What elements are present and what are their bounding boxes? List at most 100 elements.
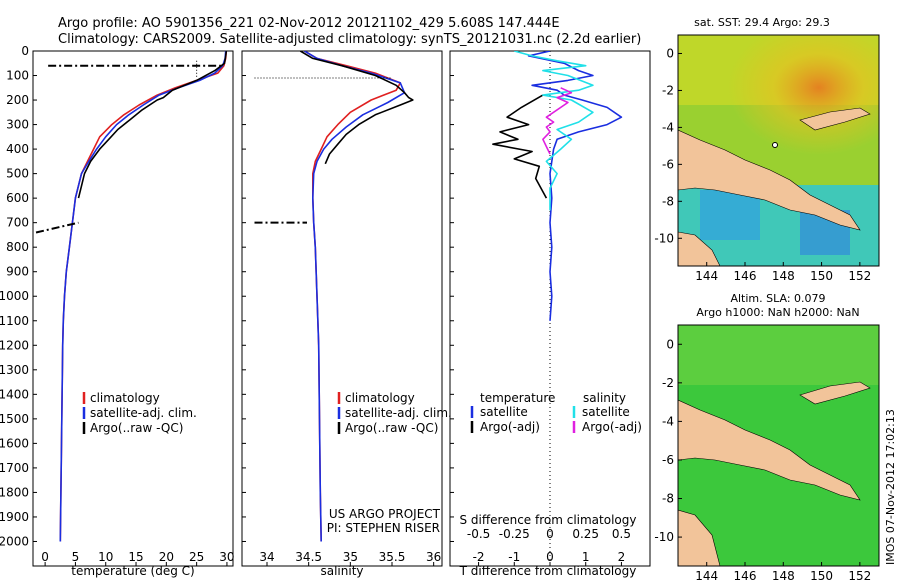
- land-new-guinea: [678, 399, 861, 501]
- sst-map-frame: [677, 34, 880, 267]
- series-line-climatology: [59, 51, 228, 542]
- salinity-profile-lines: [254, 51, 414, 542]
- sla-map: [678, 325, 879, 566]
- legend-label-satellite: satellite-adj. clim.: [345, 406, 452, 420]
- lon-tick-label: 144: [695, 569, 718, 580]
- series-line-argo-raw-qc-: [299, 51, 414, 165]
- legend-label-t-argo: Argo(-adj): [480, 420, 540, 434]
- lat-tick-label: -10: [654, 530, 674, 544]
- land-new-guinea: [678, 129, 861, 231]
- difference-profile-lines: [492, 51, 623, 566]
- lon-tick-label: 144: [695, 269, 718, 283]
- temperature-axis-ticks: 0 5 10 15 20 25 30: [41, 550, 235, 566]
- lat-tick-label: -6: [662, 453, 674, 467]
- sst-cool-patch: [700, 190, 760, 240]
- lat-tick-label: -4: [662, 120, 674, 134]
- lon-tick-label: 150: [810, 269, 833, 283]
- x-tick-label: 10: [98, 550, 113, 564]
- salinity-axis-ticks: 34 34.5 35 35.5 36: [259, 550, 441, 566]
- land-new-britain: [799, 381, 871, 405]
- x-tick-label: 1: [582, 550, 590, 564]
- depth-axis-ticks: 0 100 200 300 400 500 600 700 800 900 1000 1100 1200…: [0, 44, 454, 548]
- depth-tick-label: 1800: [0, 485, 29, 499]
- imos-watermark: IMOS 07-Nov-2012 17:02:13: [884, 409, 897, 565]
- lon-tick-label: 148: [772, 569, 795, 580]
- x-tick-label: 30: [219, 550, 234, 564]
- top-tick-label: -0.25: [499, 527, 530, 541]
- sla-field-north: [678, 325, 879, 385]
- series-line-satellite-adj-clim-: [59, 51, 227, 542]
- temperature-xlabel: temperature (deg C): [71, 564, 194, 578]
- land-australia: [678, 231, 721, 266]
- lon-tick-label: 150: [810, 569, 833, 580]
- sla-map-title-line-1: Altim. SLA: 0.079: [730, 292, 825, 305]
- series-line-t-satellite: [527, 51, 623, 321]
- legend-label-t-satellite: satellite: [480, 405, 528, 419]
- legend-label-argo: Argo(..raw -QC): [90, 421, 183, 435]
- difference-xlabel-top: S difference from climatology: [460, 513, 637, 527]
- lon-tick-label: 152: [848, 569, 871, 580]
- sla-map-title-line-2: Argo h1000: NaN h2000: NaN: [696, 306, 859, 319]
- depth-tick-label: 0: [21, 44, 29, 58]
- lat-tick-label: -8: [662, 492, 674, 506]
- sst-map-ticks: 144 146 148 150 152 -10 -8 -6 -4 -2 0: [654, 46, 871, 283]
- depth-tick-label: 500: [6, 167, 29, 181]
- lon-tick-label: 152: [848, 269, 871, 283]
- x-tick-label: 25: [189, 550, 204, 564]
- top-tick-label: 0: [546, 527, 554, 541]
- x-tick-label: 34: [259, 550, 274, 564]
- header-line-1: Argo profile: AO 5901356_221 02-Nov-2012…: [58, 16, 560, 31]
- x-tick-label: 35: [343, 550, 358, 564]
- sla-map-ticks: 144 146 148 150 152 -10 -8 -6 -4 -2 0: [654, 337, 871, 580]
- depth-tick-label: 1500: [0, 412, 29, 426]
- lon-tick-label: 148: [772, 269, 795, 283]
- land-australia: [678, 509, 721, 566]
- land-new-britain: [799, 107, 871, 131]
- x-tick-label: 2: [618, 550, 626, 564]
- sst-map-title: sat. SST: 29.4 Argo: 29.3: [694, 16, 830, 29]
- legend-label-s-argo: Argo(-adj): [582, 420, 642, 434]
- legend-label-climatology: climatology: [90, 391, 160, 405]
- difference-legend-salinity: salinity satellite Argo(-adj): [572, 391, 642, 434]
- legend-label-satellite: satellite-adj. clim.: [90, 406, 197, 420]
- depth-tick-label: 200: [6, 93, 29, 107]
- depth-tick-label: 1100: [0, 314, 29, 328]
- x-tick-label: -2: [473, 550, 485, 564]
- legend-title-temperature: temperature: [480, 391, 555, 405]
- top-tick-label: 0.25: [572, 527, 599, 541]
- depth-tick-label: 1300: [0, 363, 29, 377]
- x-tick-label: 20: [159, 550, 174, 564]
- salinity-legend: climatology satellite-adj. clim. Argo(..…: [327, 391, 452, 535]
- credit-project: US ARGO PROJECT: [329, 507, 441, 521]
- lat-tick-label: -4: [662, 414, 674, 428]
- series-line-t-argo-adj-: [492, 94, 548, 199]
- top-tick-label: 0.5: [612, 527, 631, 541]
- depth-tick-label: 800: [6, 240, 29, 254]
- lat-tick-label: -2: [662, 83, 674, 97]
- qc-flag-line: [35, 221, 79, 234]
- lat-tick-label: -8: [662, 194, 674, 208]
- legend-label-climatology: climatology: [345, 391, 415, 405]
- sla-map-frame: [677, 324, 880, 567]
- depth-tick-label: 100: [6, 69, 29, 83]
- depth-tick-label: 700: [6, 216, 29, 230]
- credit-pi: PI: STEPHEN RISER: [327, 521, 440, 535]
- header-line-2: Climatology: CARS2009. Satellite-adjuste…: [58, 32, 641, 47]
- depth-tick-label: 1700: [0, 461, 29, 475]
- depth-tick-label: 600: [6, 191, 29, 205]
- salinity-difference-ticklabels: -0.5 -0.25 0 0.25 0.5: [467, 527, 631, 541]
- depth-tick-label: 2000: [0, 534, 29, 548]
- lon-tick-label: 146: [734, 569, 757, 580]
- depth-tick-label: 1900: [0, 510, 29, 524]
- x-tick-label: 15: [128, 550, 143, 564]
- difference-axes: [449, 50, 651, 567]
- x-tick-label: -1: [508, 550, 520, 564]
- sst-map: [678, 35, 879, 266]
- salinity-axes: [241, 50, 443, 567]
- series-line-s-satellite: [514, 51, 594, 211]
- x-tick-label: 34.5: [295, 550, 322, 564]
- legend-title-salinity: salinity: [583, 391, 626, 405]
- lat-tick-label: 0: [666, 46, 674, 60]
- series-line-s-argo-adj-: [542, 87, 573, 155]
